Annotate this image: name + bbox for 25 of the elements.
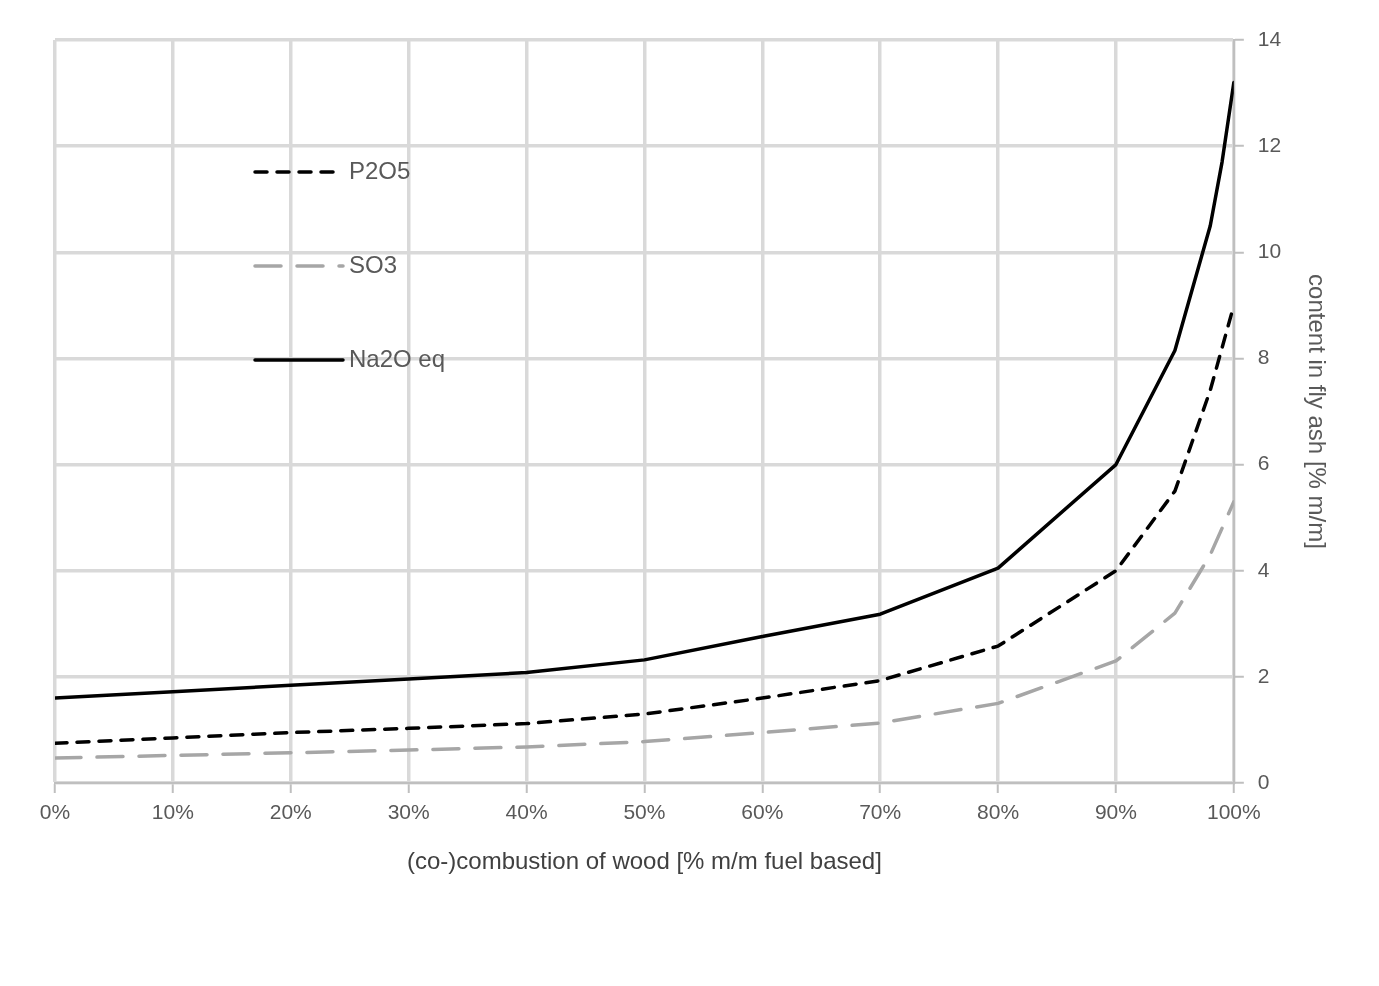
y-axis-title: content in fly ash [% m/m]: [1303, 274, 1331, 549]
y-tick-label: 6: [1257, 451, 1270, 475]
x-tick-label: 50%: [623, 800, 666, 824]
legend-label: Na2O eq: [349, 344, 446, 372]
y-tick-label: 8: [1257, 345, 1270, 369]
x-tick-label: 80%: [977, 800, 1020, 824]
x-tick-label: 60%: [741, 800, 784, 824]
line-series: [55, 499, 1234, 760]
x-tick-label: 0%: [39, 800, 71, 824]
y-tick-label: 10: [1257, 239, 1282, 263]
x-tick-label: 10%: [151, 800, 194, 824]
x-tick-label: 90%: [1094, 800, 1137, 824]
x-tick-label: 100%: [1206, 800, 1261, 824]
x-tick-label: 70%: [859, 800, 902, 824]
y-tick-label: 14: [1257, 26, 1282, 50]
x-tick-label: 40%: [505, 800, 548, 824]
x-axis-title: (co-)combustion of wood [% m/m fuel based]: [406, 847, 882, 875]
y-tick-label: 2: [1257, 663, 1270, 687]
legend-label: SO3: [349, 250, 398, 278]
legend-label: P2O5: [349, 156, 411, 184]
y-tick-label: 12: [1257, 132, 1282, 156]
x-tick-label: 20%: [269, 800, 312, 824]
y-tick-label: 4: [1257, 557, 1270, 581]
y-tick-label: 0: [1257, 769, 1270, 793]
x-tick-label: 30%: [387, 800, 430, 824]
